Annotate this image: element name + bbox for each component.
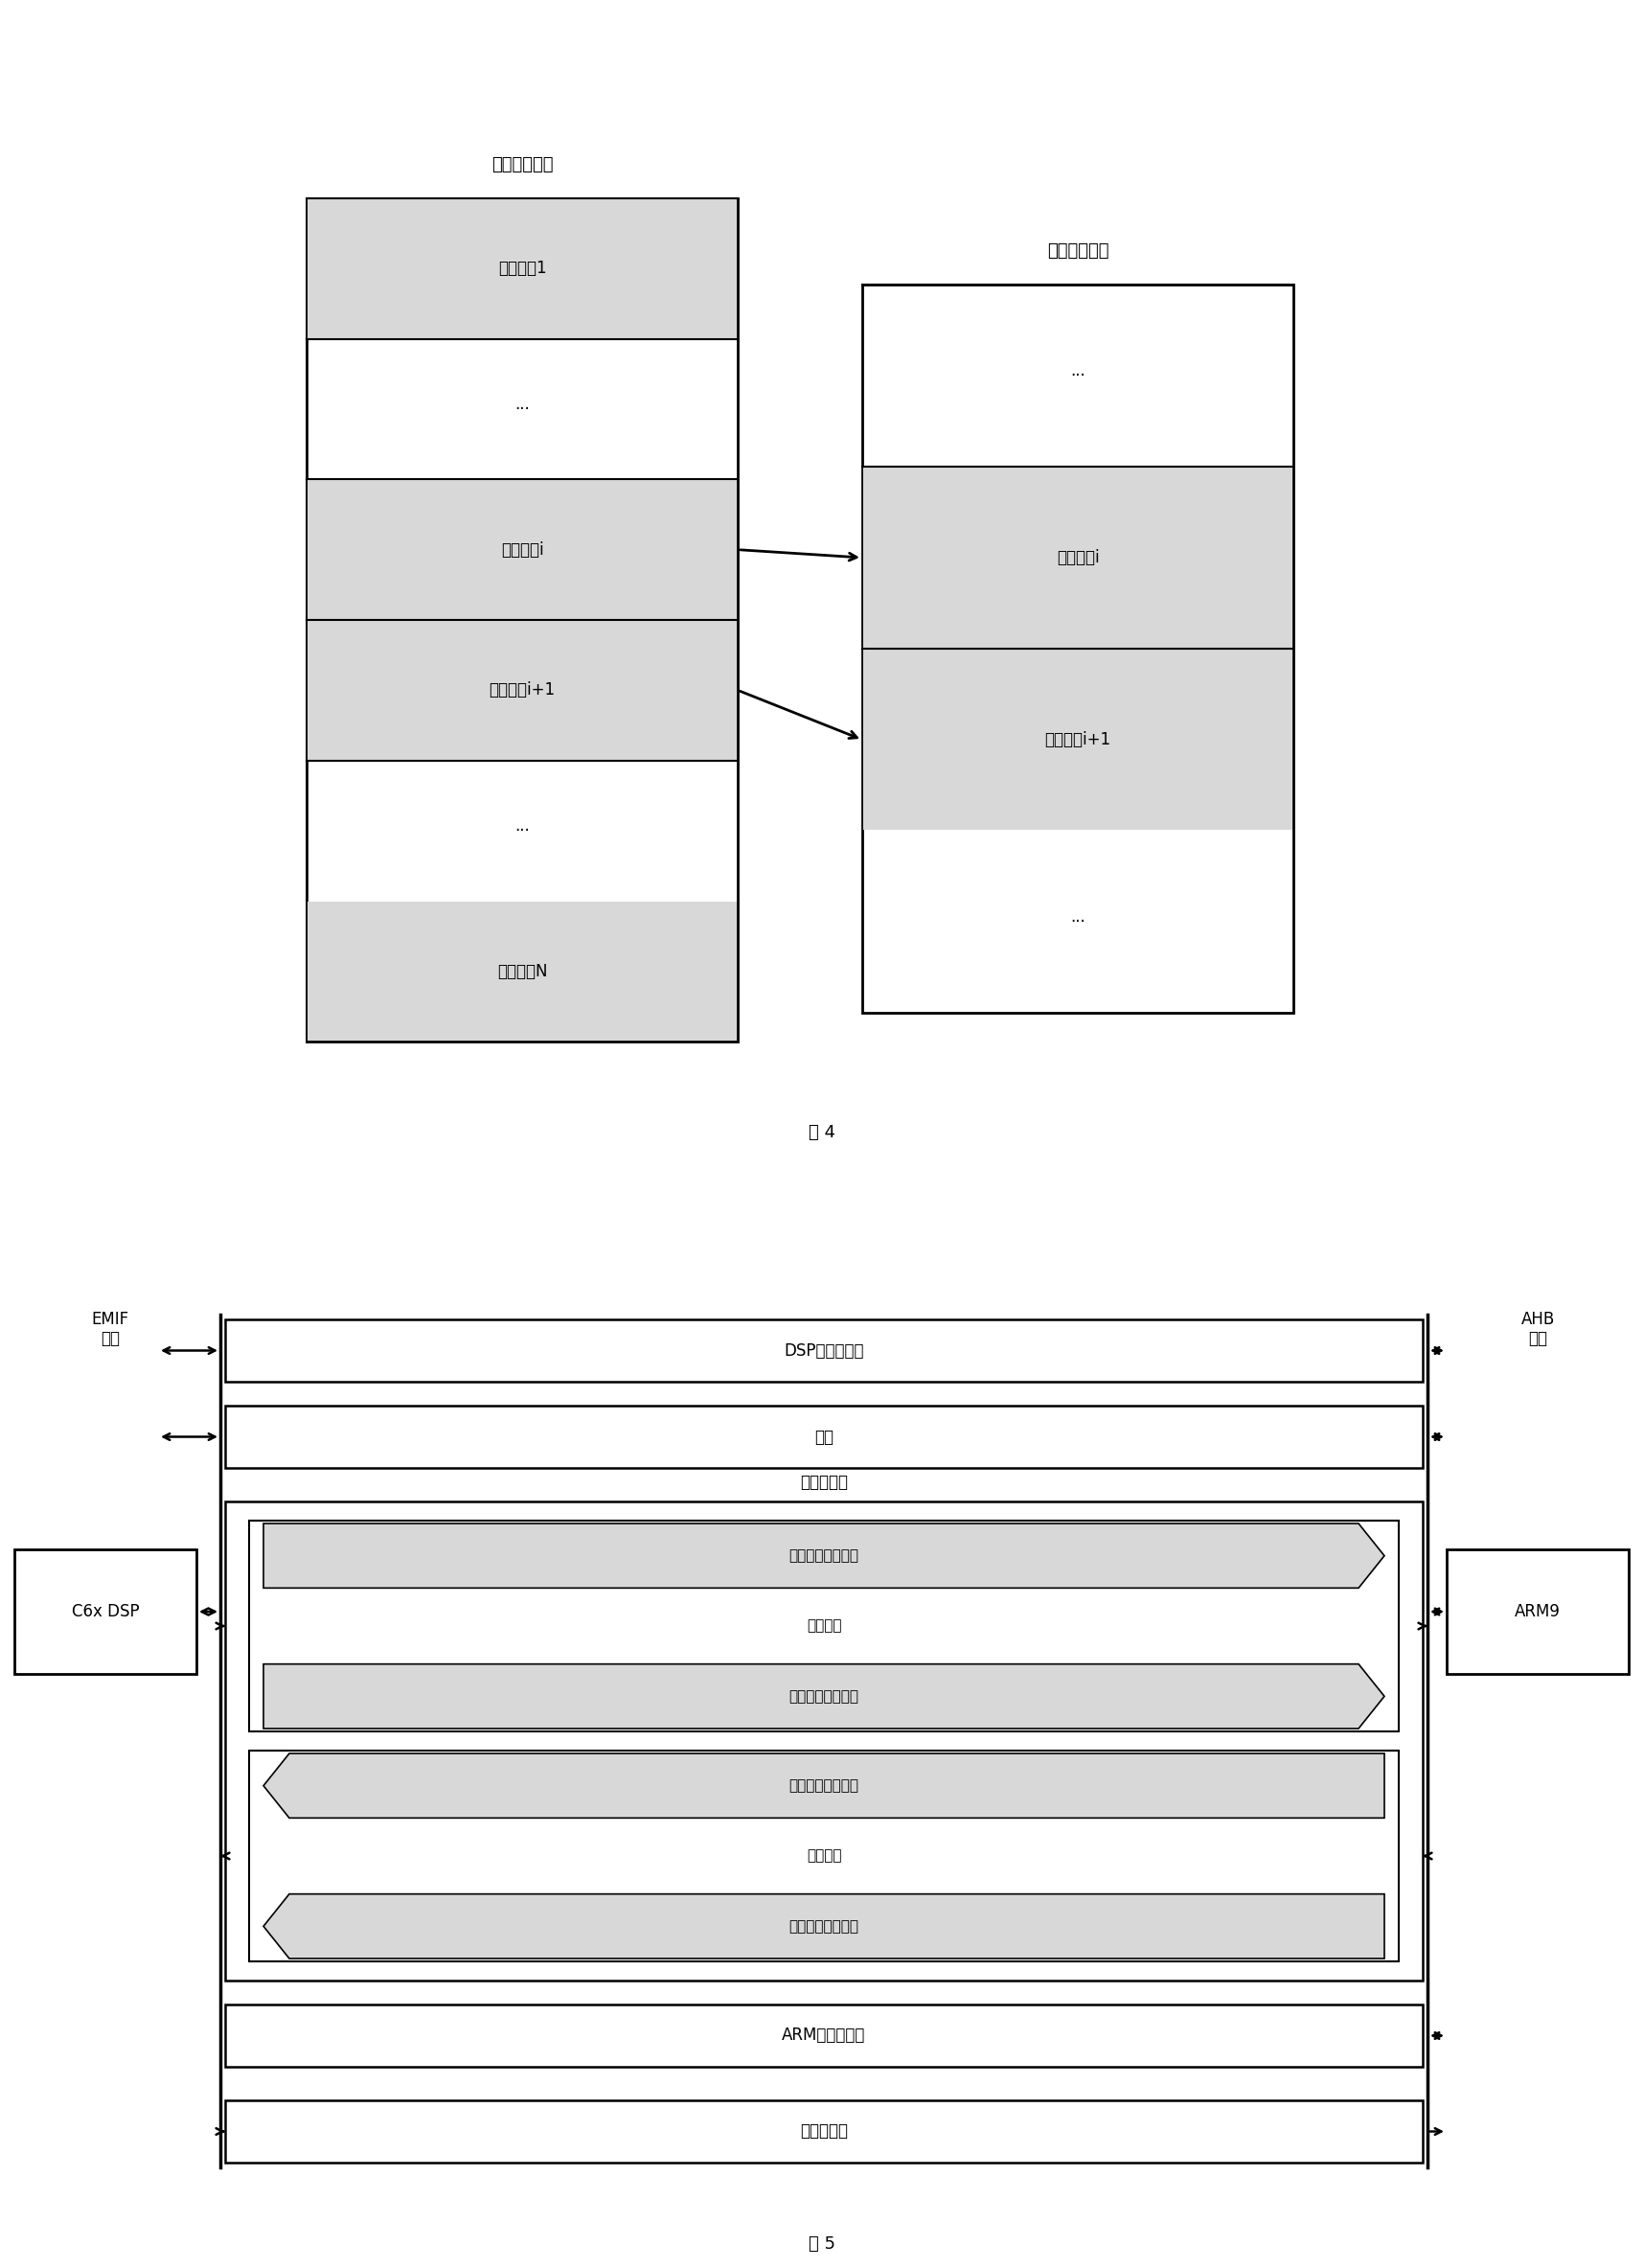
Bar — [225, 1406, 1422, 1467]
Text: EMIF
总线: EMIF 总线 — [92, 1311, 128, 1347]
Bar — [861, 284, 1294, 1014]
Text: DSP中断控制器: DSP中断控制器 — [784, 1343, 863, 1359]
Text: 正向通道: 正向通道 — [807, 1619, 842, 1633]
Polygon shape — [263, 1665, 1384, 1728]
Text: 复位控制器: 复位控制器 — [801, 2123, 848, 2141]
Text: 反向通道: 反向通道 — [807, 1848, 842, 1864]
Text: 消息索引N: 消息索引N — [496, 962, 547, 980]
Text: ···: ··· — [515, 401, 529, 417]
Text: 反向消息索引队列: 反向消息索引队列 — [789, 1778, 858, 1794]
Text: 消息索引i: 消息索引i — [501, 542, 544, 558]
Bar — [250, 1751, 1399, 1962]
Text: 共享存储器: 共享存储器 — [801, 1474, 848, 1490]
Bar — [225, 1501, 1422, 1980]
Text: 消息索引1: 消息索引1 — [498, 261, 546, 277]
Bar — [225, 1320, 1422, 1381]
Polygon shape — [263, 1894, 1384, 1960]
Text: ···: ··· — [1070, 367, 1085, 383]
Text: ARM中断控制器: ARM中断控制器 — [783, 2028, 866, 2043]
Text: 正向消息索引队列: 正向消息索引队列 — [789, 1549, 858, 1563]
Text: 邮箱: 邮箱 — [814, 1429, 834, 1445]
Bar — [250, 1520, 1399, 1730]
Bar — [307, 621, 737, 760]
Text: 消息索引i+1: 消息索引i+1 — [488, 683, 556, 699]
Bar — [1447, 1549, 1629, 1674]
Bar — [307, 903, 737, 1041]
Text: 图 4: 图 4 — [809, 1125, 835, 1141]
Bar — [225, 2005, 1422, 2066]
Bar — [863, 649, 1292, 830]
Bar — [306, 197, 738, 1041]
Polygon shape — [263, 1753, 1384, 1819]
Polygon shape — [263, 1524, 1384, 1588]
Text: 消息索引队列: 消息索引队列 — [492, 156, 552, 172]
Text: 反向消息实体队列: 反向消息实体队列 — [789, 1919, 858, 1932]
Text: 消息实体i: 消息实体i — [1057, 549, 1100, 567]
Bar — [307, 200, 737, 338]
Text: AHB
总线: AHB 总线 — [1521, 1311, 1555, 1347]
Text: 图 5: 图 5 — [809, 2236, 835, 2252]
Text: C6x DSP: C6x DSP — [72, 1603, 140, 1619]
Bar — [863, 467, 1292, 649]
Bar — [15, 1549, 196, 1674]
Bar — [307, 481, 737, 619]
Text: ···: ··· — [515, 821, 529, 839]
Text: 消息实体队列: 消息实体队列 — [1047, 243, 1108, 259]
Text: 正向消息实体队列: 正向消息实体队列 — [789, 1690, 858, 1703]
Bar — [225, 2100, 1422, 2164]
Text: 消息实体i+1: 消息实体i+1 — [1044, 730, 1111, 748]
Text: ···: ··· — [1070, 914, 1085, 930]
Text: ARM9: ARM9 — [1514, 1603, 1560, 1619]
